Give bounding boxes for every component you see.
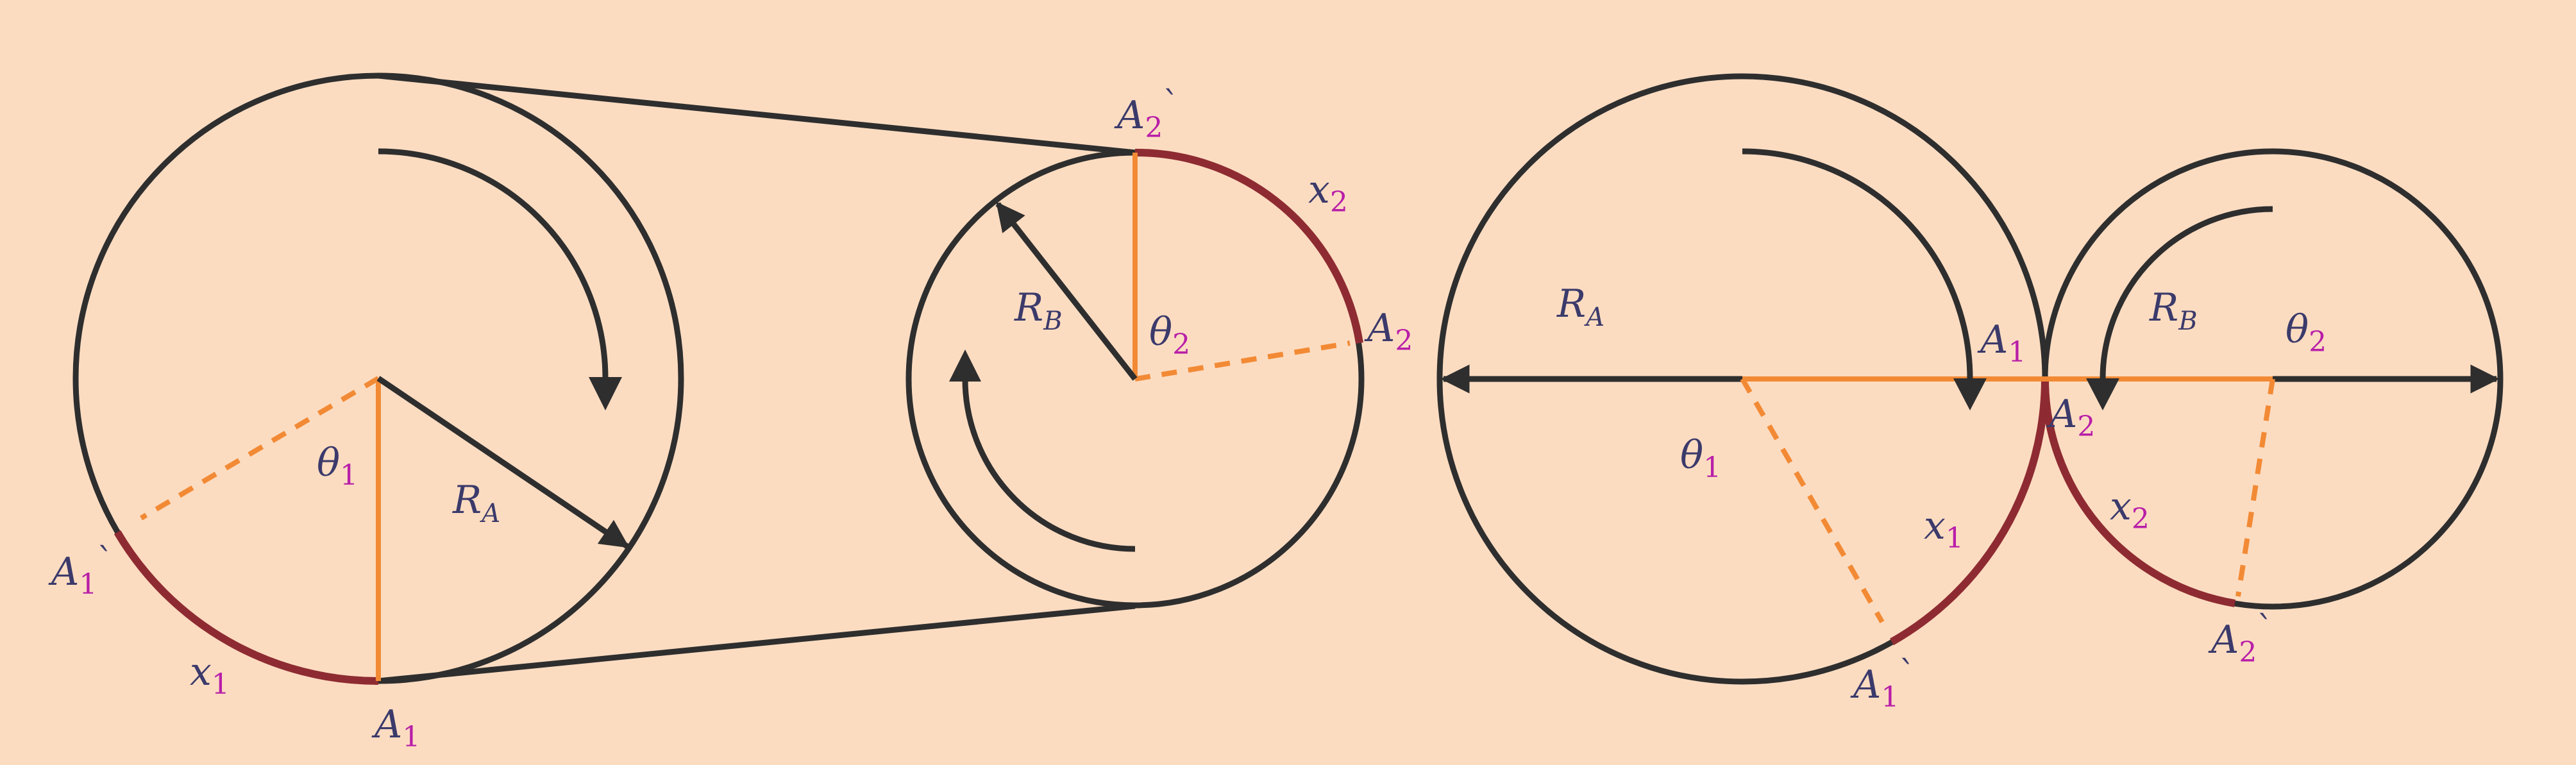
- pulley-a-rotation-arrow: [378, 148, 609, 379]
- label-x2-left: x2: [1308, 167, 1348, 219]
- label-a1-prime-right: A1`: [1850, 655, 1915, 714]
- gear-a-dashed-radius: [1740, 378, 1885, 623]
- belt-drive-diagram: θ1 RA A1` x1 A1 A2` x2 RB θ2 A2: [48, 72, 1413, 753]
- label-x1-right: x1: [1924, 503, 1964, 555]
- pulley-a-dashed-radius: [139, 376, 380, 521]
- gear-a-rotation-arrowhead: [1953, 378, 1987, 410]
- pulley-b-arc-x2: [1134, 148, 1363, 344]
- label-x1-left: x1: [190, 650, 230, 701]
- label-rb-left: RB: [1014, 285, 1063, 336]
- gear-b-rotation-arrow: [2100, 206, 2273, 380]
- label-a2-prime-left: A2`: [1114, 85, 1179, 144]
- label-theta2-left: θ2: [1149, 310, 1190, 361]
- pulley-b-dashed-radius: [1134, 340, 1351, 382]
- label-a2-left: A2: [1364, 306, 1413, 357]
- label-ra-left: RA: [452, 478, 500, 528]
- pulley-b-rotation-arrowhead: [949, 349, 981, 382]
- label-rb-right: RB: [2149, 285, 2198, 336]
- pulley-a-radius-arrow: [376, 376, 630, 549]
- label-ra-right: RA: [1556, 282, 1604, 332]
- gear-b-arc-x2: [2041, 378, 2236, 607]
- label-theta1-left: θ1: [317, 441, 358, 492]
- gear-b-dashed-radius: [2235, 378, 2275, 597]
- label-theta1-right: θ1: [1680, 433, 1721, 484]
- pulley-a-arc-x1: [114, 530, 379, 685]
- gear-a-arc-x1: [1890, 378, 2049, 646]
- label-x2-right: x2: [2110, 484, 2150, 535]
- pulley-a-rotation-arrowhead: [589, 377, 622, 410]
- belt-bottom-line: [378, 603, 1136, 684]
- label-a1-prime-left: A1`: [48, 542, 114, 601]
- pulley-b-rotation-arrow: [962, 378, 1136, 552]
- belt-top-line: [378, 72, 1136, 156]
- gear-b-rotation-arrowhead: [2086, 378, 2119, 410]
- label-theta2-right: θ2: [2286, 307, 2327, 358]
- label-a1-left: A1: [371, 702, 420, 753]
- gear-a-rotation-arrow: [1742, 148, 1973, 380]
- label-a2-prime-right: A2`: [2208, 610, 2273, 669]
- label-a2-right: A2: [2046, 392, 2095, 443]
- label-a1-right: A1: [1977, 317, 2026, 369]
- meshing-gears-diagram: RA A1 θ1 x1 A1` RB θ2 A2 x2 A2`: [1436, 73, 2504, 714]
- pulley-b-radius-arrow: [995, 201, 1138, 381]
